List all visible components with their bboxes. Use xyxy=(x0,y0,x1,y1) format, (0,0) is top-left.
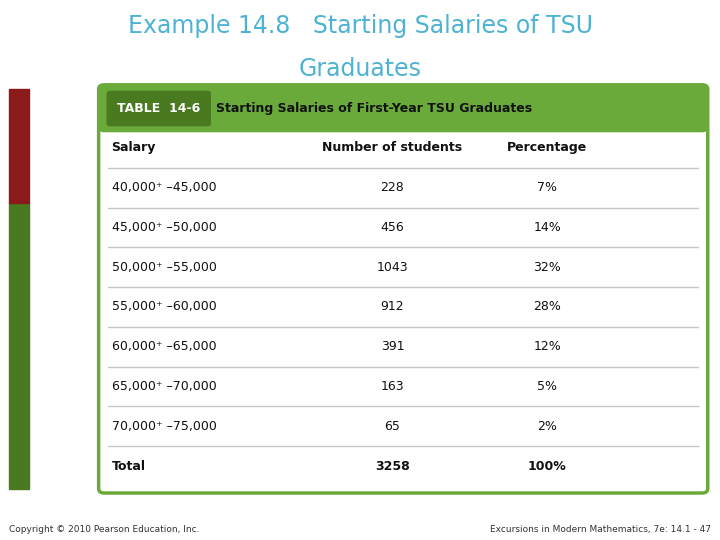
Text: 163: 163 xyxy=(381,380,404,393)
Text: 391: 391 xyxy=(381,340,404,353)
Text: TABLE  14-6: TABLE 14-6 xyxy=(117,102,200,115)
Text: 55,000⁺ –60,000: 55,000⁺ –60,000 xyxy=(112,300,216,314)
Text: 50,000⁺ –55,000: 50,000⁺ –55,000 xyxy=(112,261,217,274)
Text: 12%: 12% xyxy=(534,340,561,353)
Text: Starting Salaries of First-Year TSU Graduates: Starting Salaries of First-Year TSU Grad… xyxy=(216,102,532,115)
Text: 70,000⁺ –75,000: 70,000⁺ –75,000 xyxy=(112,420,217,433)
Text: 5%: 5% xyxy=(537,380,557,393)
Text: 1043: 1043 xyxy=(377,261,408,274)
Text: 65: 65 xyxy=(384,420,400,433)
Text: 100%: 100% xyxy=(528,460,567,472)
Text: Excursions in Modern Mathematics, 7e: 14.1 - 47: Excursions in Modern Mathematics, 7e: 14… xyxy=(490,524,711,534)
Text: 228: 228 xyxy=(381,181,404,194)
Text: 3258: 3258 xyxy=(375,460,410,472)
Text: Copyright © 2010 Pearson Education, Inc.: Copyright © 2010 Pearson Education, Inc. xyxy=(9,524,199,534)
Text: Example 14.8   Starting Salaries of TSU: Example 14.8 Starting Salaries of TSU xyxy=(127,14,593,37)
Text: 60,000⁺ –65,000: 60,000⁺ –65,000 xyxy=(112,340,216,353)
Text: Graduates: Graduates xyxy=(299,57,421,80)
Text: 28%: 28% xyxy=(534,300,561,314)
Text: 912: 912 xyxy=(381,300,404,314)
Text: 14%: 14% xyxy=(534,221,561,234)
Text: Total: Total xyxy=(112,460,145,472)
Text: 65,000⁺ –70,000: 65,000⁺ –70,000 xyxy=(112,380,216,393)
Text: 45,000⁺ –50,000: 45,000⁺ –50,000 xyxy=(112,221,216,234)
Text: Salary: Salary xyxy=(112,141,156,154)
Text: Number of students: Number of students xyxy=(323,141,462,154)
Text: 40,000⁺ –45,000: 40,000⁺ –45,000 xyxy=(112,181,216,194)
Text: 456: 456 xyxy=(381,221,404,234)
Text: 7%: 7% xyxy=(537,181,557,194)
Text: Percentage: Percentage xyxy=(507,141,588,154)
Text: 32%: 32% xyxy=(534,261,561,274)
Text: 2%: 2% xyxy=(537,420,557,433)
